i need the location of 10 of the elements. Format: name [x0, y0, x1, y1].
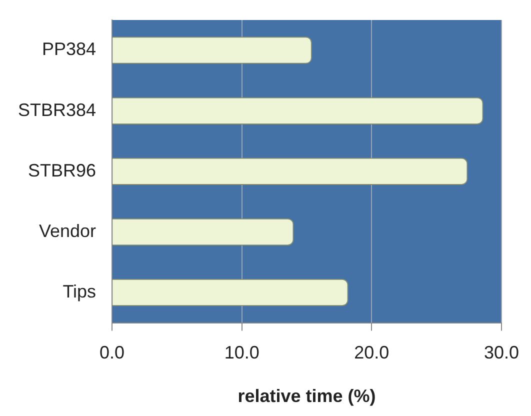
y-tick-label: PP384: [42, 39, 96, 60]
x-tick-label: 30.0: [484, 342, 520, 363]
x-tick-label: 20.0: [354, 342, 390, 363]
x-axis-title: relative time (%): [238, 386, 376, 406]
y-tick-label: STBR384: [18, 100, 96, 120]
y-tick-label: Vendor: [38, 220, 96, 241]
x-tick-label: 10.0: [224, 342, 260, 363]
y-tick-label: Tips: [62, 281, 96, 302]
x-tick-label: 0.0: [100, 342, 125, 363]
y-tick-label: STBR96: [28, 160, 96, 180]
